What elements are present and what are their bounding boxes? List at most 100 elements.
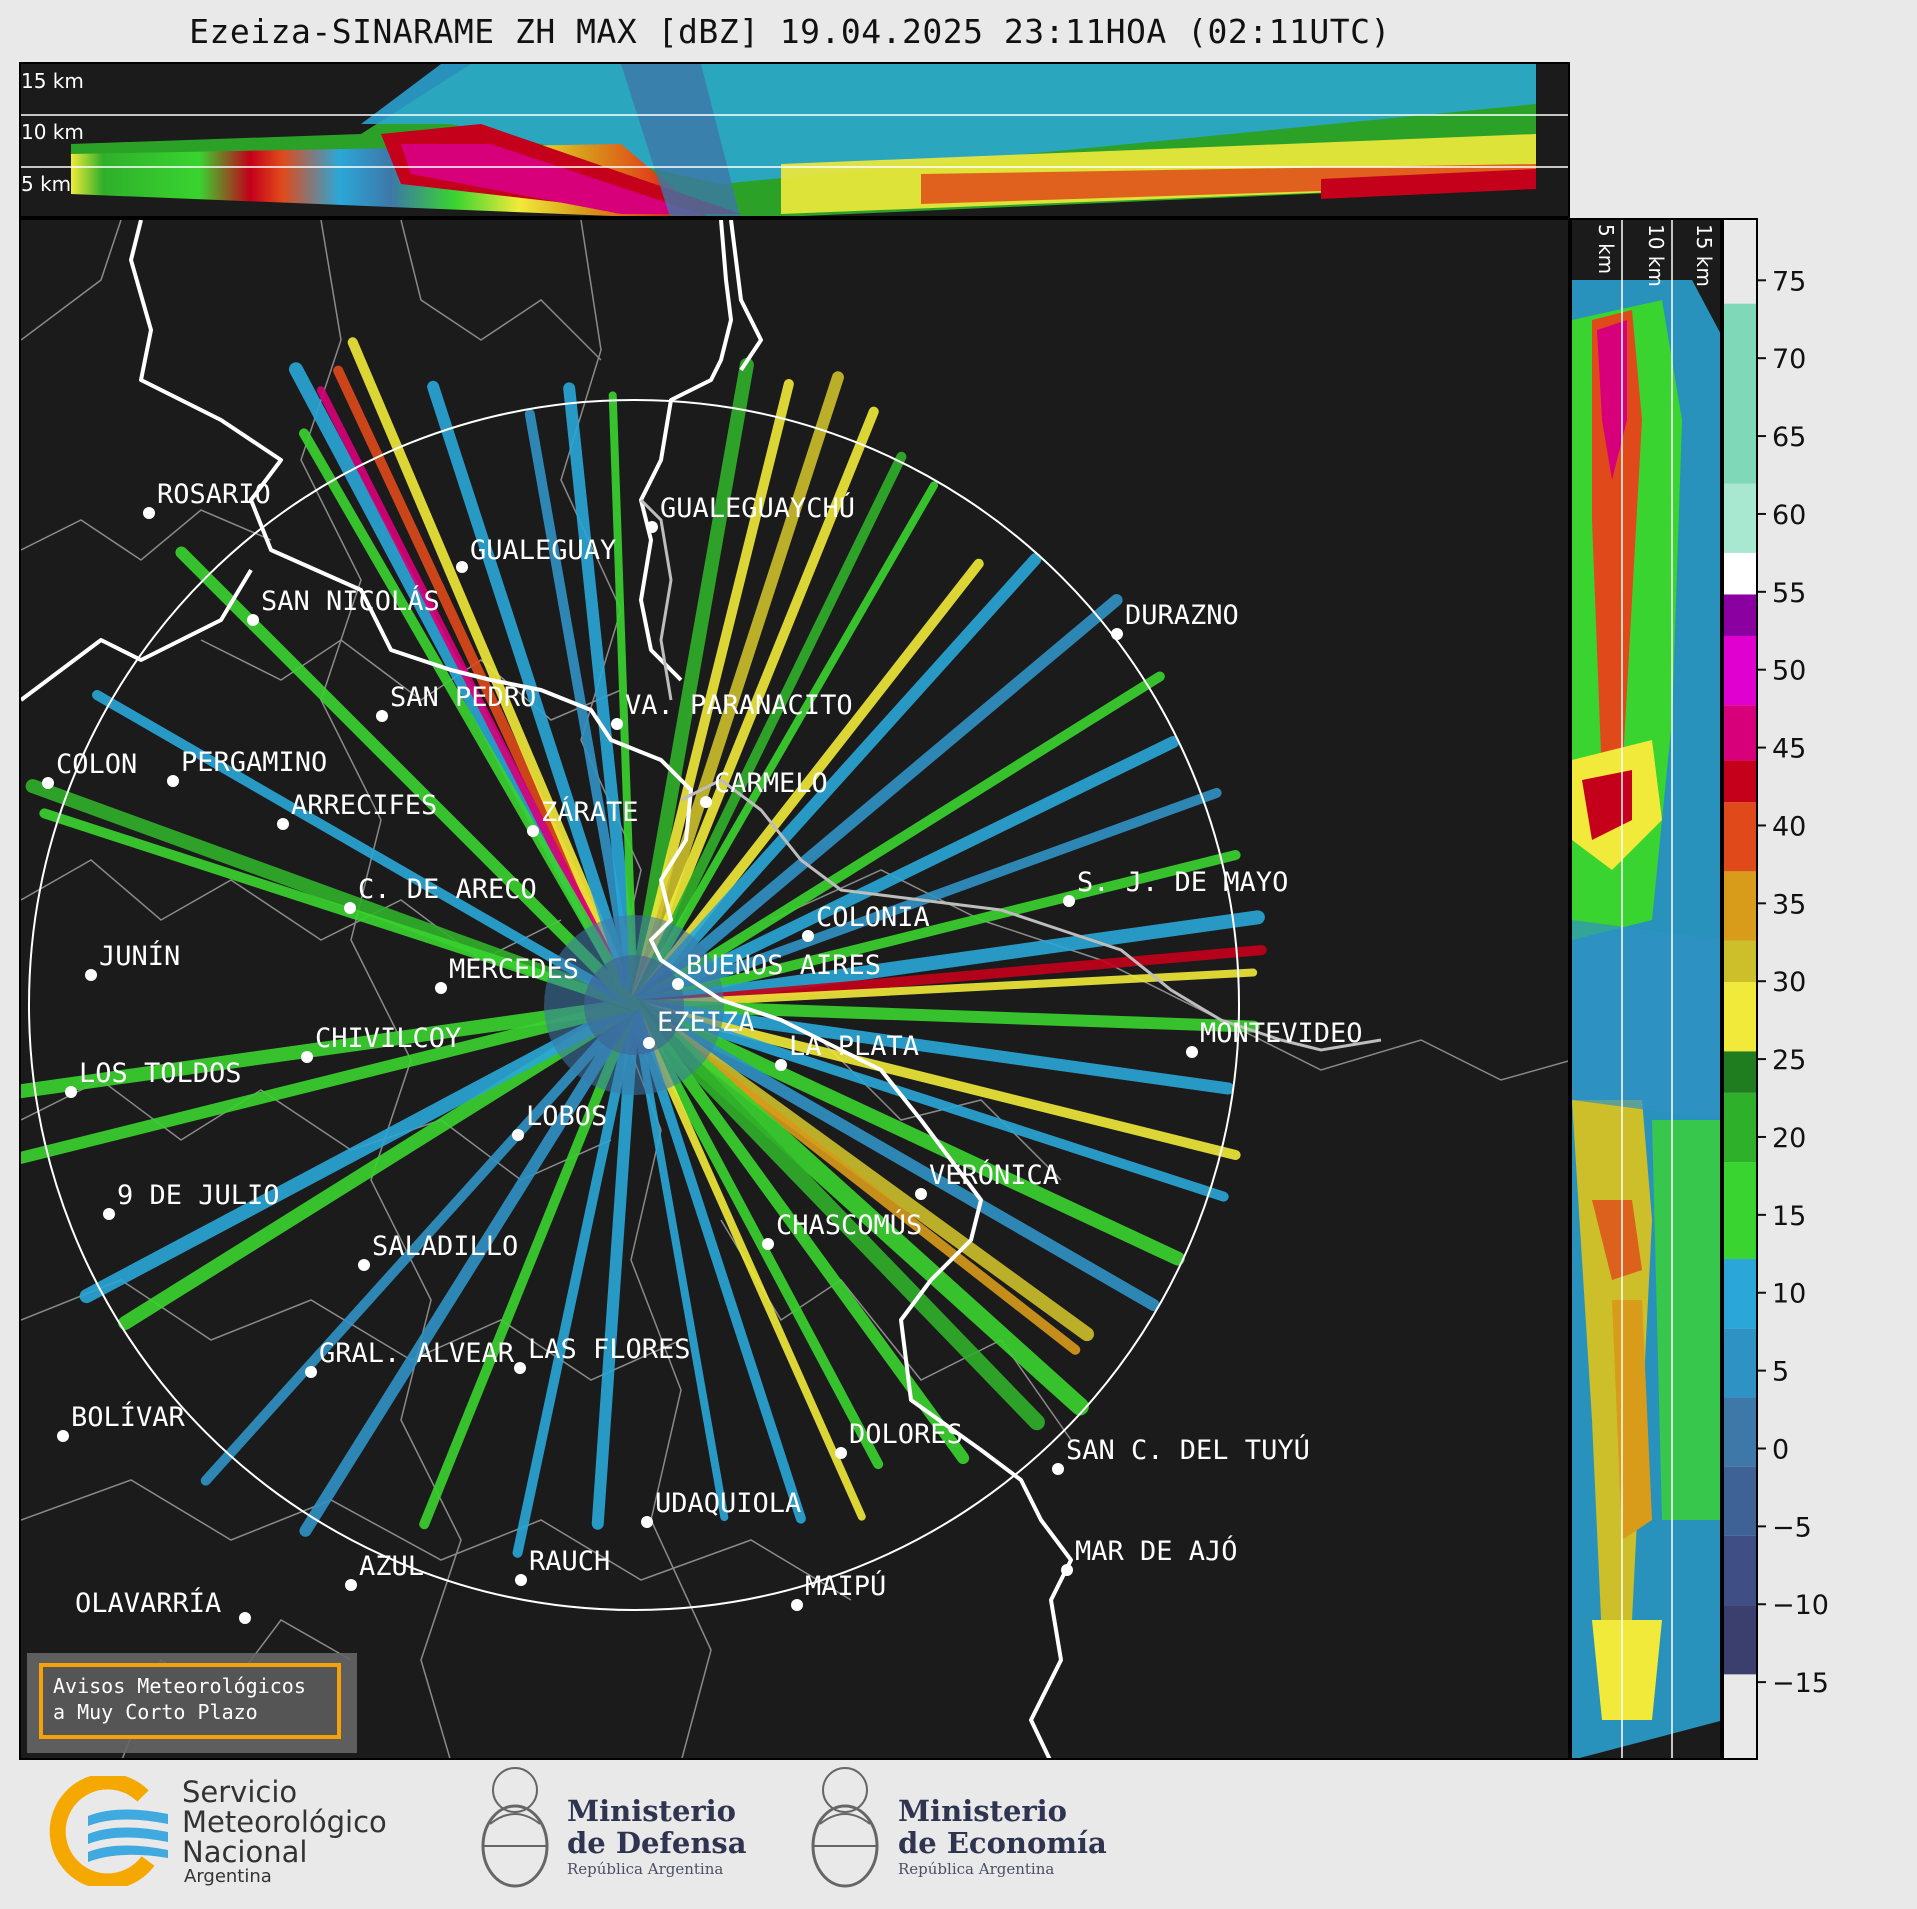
radar-range-ring	[28, 399, 1240, 1611]
smn-line-1: Servicio	[182, 1775, 298, 1809]
city-marker-27	[358, 1259, 370, 1271]
city-label-9: CARMELO	[714, 768, 828, 799]
argentina-coat-of-arms-icon	[481, 1767, 549, 1888]
echo-ray-2	[347, 337, 639, 1010]
city-label-25: 9 DE JULIO	[117, 1180, 280, 1211]
altitude-label-10km: 10 km	[21, 120, 84, 144]
city-label-2: GUALEGUAY	[470, 535, 616, 566]
echo-ray-6	[524, 409, 639, 1010]
city-marker-28	[305, 1366, 317, 1378]
figure-title: Ezeiza-SINARAME ZH MAX [dBZ] 19.04.2025 …	[189, 12, 1391, 51]
city-marker-32	[1052, 1463, 1064, 1475]
city-label-23: LOBOS	[526, 1101, 607, 1132]
echo-ray-28	[629, 1000, 1229, 1202]
city-marker-26	[762, 1238, 774, 1250]
echo-ray-43	[299, 999, 640, 1537]
city-marker-3	[247, 614, 259, 626]
smn-name: Servicio Meteorológico Nacional	[182, 1777, 387, 1867]
colorbar-bin-14	[1724, 705, 1756, 761]
echo-ray-42	[419, 1000, 639, 1530]
city-marker-0	[143, 507, 155, 519]
city-marker-25	[103, 1208, 115, 1220]
smn-line-2: Meteorológico	[182, 1805, 387, 1839]
city-marker-38	[791, 1599, 803, 1611]
echo-ray-30	[628, 999, 1160, 1311]
city-label-8: PERGAMINO	[181, 747, 327, 778]
city-label-32: SAN C. DEL TUYÚ	[1066, 1434, 1310, 1466]
echo-ray-29	[627, 998, 1185, 1266]
side-cross-section-graphic: 5 km 10 km 15 km	[1572, 220, 1720, 1758]
city-marker-5	[376, 710, 388, 722]
uruguay-coast	[639, 498, 1382, 1052]
colorbar-bin-11	[1724, 871, 1756, 941]
colorbar-tick-label-18: −15	[1772, 1668, 1829, 1699]
colorbar-bin-3	[1724, 1397, 1756, 1467]
city-marker-18	[643, 1037, 655, 1049]
colorbar-tick-label-5: 50	[1772, 656, 1806, 687]
city-label-16: BUENOS AIRES	[686, 950, 881, 981]
argentina-coat-of-arms-icon	[811, 1767, 879, 1888]
echo-ray-38	[629, 1000, 806, 1524]
colorbar-bin-16	[1724, 594, 1756, 636]
city-label-14: COLONIA	[816, 902, 930, 933]
city-marker-15	[85, 969, 97, 981]
economia-line-1: Ministerio	[898, 1794, 1068, 1828]
colorbar-tick-label-6: 45	[1772, 734, 1806, 765]
city-label-37: OLAVARRÍA	[75, 1587, 221, 1619]
city-label-34: MAR DE AJÓ	[1075, 1535, 1238, 1567]
radar-map-panel: ROSARIO GUALEGUAYCHÚ GUALEGUAY SAN NICOLÁS D…	[19, 218, 1570, 1760]
colorbar-bin-5	[1724, 1258, 1756, 1329]
north-south-cross-section-panel: 15 km 10 km 5 km	[19, 62, 1570, 218]
smn-country: Argentina	[184, 1866, 272, 1887]
colorbar-bin-19	[1724, 303, 1756, 484]
echo-ray-8	[608, 391, 638, 1009]
city-label-0: ROSARIO	[157, 479, 271, 510]
colorbar-tick-label-16: −5	[1772, 1512, 1812, 1543]
city-marker-9	[700, 796, 712, 808]
colorbar-bin-4	[1724, 1328, 1756, 1398]
echo-ray-16	[628, 553, 1042, 1011]
smn-line-3: Nacional	[182, 1835, 308, 1869]
echo-ray-25	[628, 999, 1260, 1033]
city-label-27: SALADILLO	[372, 1231, 518, 1262]
echo-ray-48	[21, 998, 641, 1099]
altitude-label-10km: 10 km	[1644, 224, 1668, 287]
city-marker-14	[802, 930, 814, 942]
echo-ray-14	[630, 481, 938, 1009]
colorbar-bin-12	[1724, 802, 1756, 872]
dbz-colorbar	[1722, 218, 1758, 1760]
echo-ray-24	[630, 968, 1258, 1009]
very-short-term-warnings-box: Avisos Meteorológicos a Muy Corto Plazo	[39, 1663, 341, 1739]
city-label-35: AZUL	[359, 1551, 424, 1582]
echo-ray-5	[427, 380, 640, 1011]
echo-ray-15	[629, 558, 984, 1010]
city-marker-6	[611, 718, 623, 730]
radar-echo-rays	[21, 337, 1267, 1558]
echo-ray-52	[175, 546, 640, 1011]
echo-ray-21	[629, 850, 1241, 1010]
echo-ray-10	[629, 379, 794, 1010]
colorbar-bin-6	[1724, 1162, 1756, 1259]
colorbar-bin-10	[1724, 940, 1756, 983]
city-label-38: MAIPÚ	[805, 1570, 886, 1602]
echo-ray-7	[563, 382, 640, 1011]
city-marker-29	[514, 1362, 526, 1374]
colorbar-tick-label-14: 5	[1772, 1357, 1789, 1388]
echo-ray-44	[200, 1000, 639, 1486]
colorbar-bin-13	[1724, 760, 1756, 803]
smn-logo-icon	[49, 1776, 168, 1886]
city-marker-20	[301, 1051, 313, 1063]
city-marker-4	[1111, 628, 1123, 640]
city-marker-33	[641, 1516, 653, 1528]
echo-ray-9	[627, 357, 754, 1012]
colorbar-tick-label-1: 70	[1772, 344, 1806, 375]
city-marker-19	[1186, 1046, 1198, 1058]
economia-line-2: de Economía	[898, 1826, 1107, 1860]
echo-ray-19	[628, 735, 1180, 1011]
city-label-13: C. DE ARECO	[358, 874, 537, 905]
ministerio-economia-title: Ministerio de Economía	[898, 1795, 1107, 1859]
altitude-label-15km: 15 km	[21, 69, 84, 93]
colorbar-bin-0	[1724, 1605, 1756, 1675]
city-marker-37	[239, 1612, 251, 1624]
city-marker-2	[456, 561, 468, 573]
